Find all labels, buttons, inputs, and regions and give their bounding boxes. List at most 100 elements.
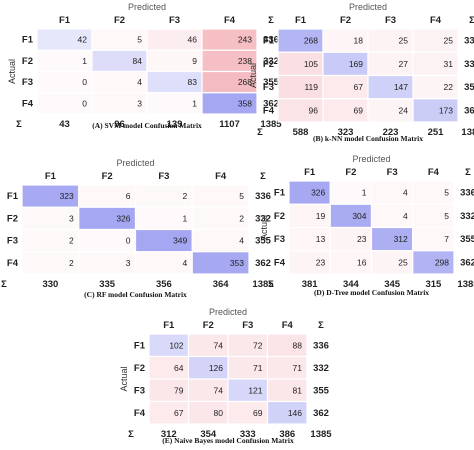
column-sum: 96 bbox=[114, 119, 125, 130]
cell-value: 25 bbox=[398, 257, 408, 267]
cell-value: 5 bbox=[137, 35, 142, 45]
cell-value: 88 bbox=[293, 340, 303, 350]
cell-value: 169 bbox=[349, 59, 363, 69]
cell-value: 353 bbox=[230, 258, 244, 268]
cell-value: 121 bbox=[248, 385, 262, 395]
cell-value: 2 bbox=[239, 213, 244, 223]
cell-value: 147 bbox=[394, 82, 408, 92]
row-header: F3 bbox=[22, 77, 33, 88]
column-sum: 333 bbox=[240, 429, 256, 440]
row-sum: 332 bbox=[255, 213, 271, 224]
cell-value: 19 bbox=[316, 211, 326, 221]
actual-label: Actual bbox=[248, 63, 258, 88]
column-sum: 356 bbox=[156, 279, 172, 290]
row-sum: 336 bbox=[263, 35, 279, 46]
predicted-label: Predicted bbox=[116, 158, 154, 168]
cell-value: 18 bbox=[354, 36, 364, 46]
column-sum: 312 bbox=[161, 429, 177, 440]
cell-value: 24 bbox=[399, 105, 409, 115]
row-header: F2 bbox=[274, 211, 285, 222]
column-header: F2 bbox=[102, 171, 113, 182]
matrix-caption: (D) D-Tree model Confusion Matrix bbox=[314, 288, 429, 297]
column-header: F4 bbox=[224, 15, 236, 26]
matrix-cell bbox=[191, 251, 250, 275]
cell-value: 0 bbox=[82, 98, 87, 108]
row-header: F1 bbox=[22, 35, 34, 46]
cell-value: 84 bbox=[133, 56, 143, 66]
predicted-label: Predicted bbox=[209, 307, 247, 317]
cell-value: 3 bbox=[126, 258, 131, 268]
cell-value: 67 bbox=[174, 408, 184, 418]
column-header: F1 bbox=[304, 167, 316, 178]
column-header: F1 bbox=[59, 15, 71, 26]
row-sum: 332 bbox=[263, 56, 279, 67]
cell-value: 72 bbox=[253, 340, 263, 350]
column-header: F3 bbox=[242, 320, 253, 331]
confusion-matrix-2: PredictedF1F2F3F4ΣF1268182525336F2105169… bbox=[248, 2, 474, 143]
cell-value: 126 bbox=[209, 363, 223, 373]
cell-value: 238 bbox=[238, 56, 252, 66]
column-sum: 364 bbox=[213, 279, 230, 290]
column-sum: 335 bbox=[99, 279, 116, 290]
cell-value: 46 bbox=[188, 35, 198, 45]
grand-total: 1385 bbox=[260, 119, 282, 130]
row-sum: 336 bbox=[255, 191, 271, 202]
column-header: F1 bbox=[295, 15, 307, 26]
column-header: F1 bbox=[45, 171, 57, 182]
sum-row-label: Σ bbox=[16, 119, 22, 130]
matrix-caption: (C) RF model Confusion Matrix bbox=[84, 290, 187, 299]
column-sum: 139 bbox=[167, 119, 183, 130]
row-header: F3 bbox=[7, 236, 18, 247]
sum-header: Σ bbox=[260, 171, 266, 182]
actual-label: Actual bbox=[0, 217, 2, 242]
row-sum: 362 bbox=[313, 408, 329, 419]
column-sum: 315 bbox=[425, 279, 442, 290]
cell-value: 23 bbox=[357, 234, 367, 244]
matrix-caption: (B) k-NN model Confusion Matrix bbox=[313, 134, 423, 143]
column-header: F3 bbox=[387, 167, 398, 178]
row-header: F4 bbox=[22, 98, 34, 109]
matrix-cell bbox=[412, 98, 459, 123]
column-header: F4 bbox=[282, 320, 294, 331]
cell-value: 6 bbox=[126, 191, 131, 201]
matrix-cell bbox=[201, 92, 258, 115]
cell-value: 67 bbox=[354, 82, 364, 92]
cell-value: 69 bbox=[354, 105, 364, 115]
cell-value: 304 bbox=[352, 211, 366, 221]
column-sum: 354 bbox=[200, 429, 217, 440]
cell-value: 326 bbox=[116, 213, 130, 223]
cell-value: 7 bbox=[444, 234, 449, 244]
row-sum: 362 bbox=[460, 257, 474, 268]
sum-row-label: Σ bbox=[128, 429, 134, 440]
cell-value: 4 bbox=[239, 236, 244, 246]
sum-header: Σ bbox=[268, 15, 274, 26]
row-header: F3 bbox=[274, 234, 285, 245]
cell-value: 1 bbox=[362, 188, 367, 198]
row-header: F3 bbox=[134, 385, 145, 396]
column-header: F4 bbox=[215, 171, 227, 182]
cell-value: 3 bbox=[69, 213, 74, 223]
column-header: F4 bbox=[428, 167, 440, 178]
row-header: F3 bbox=[263, 82, 274, 93]
row-header: F2 bbox=[263, 59, 274, 70]
column-header: F2 bbox=[203, 320, 214, 331]
row-header: F4 bbox=[274, 257, 286, 268]
cell-value: 4 bbox=[403, 211, 408, 221]
predicted-label: Predicted bbox=[352, 154, 390, 164]
row-header: F4 bbox=[7, 258, 19, 269]
actual-label: Actual bbox=[119, 366, 129, 391]
cell-value: 5 bbox=[444, 188, 449, 198]
cell-value: 4 bbox=[183, 258, 188, 268]
cell-value: 81 bbox=[293, 385, 303, 395]
cell-value: 79 bbox=[174, 385, 184, 395]
column-sum: 386 bbox=[279, 429, 295, 440]
sum-row-label: Σ bbox=[257, 127, 263, 138]
cell-value: 5 bbox=[444, 211, 449, 221]
column-header: F3 bbox=[158, 171, 169, 182]
sum-row-label: Σ bbox=[1, 279, 7, 290]
cell-value: 23 bbox=[316, 257, 326, 267]
matrix-caption: (A) SVM model Confusion Matrix bbox=[92, 121, 202, 130]
